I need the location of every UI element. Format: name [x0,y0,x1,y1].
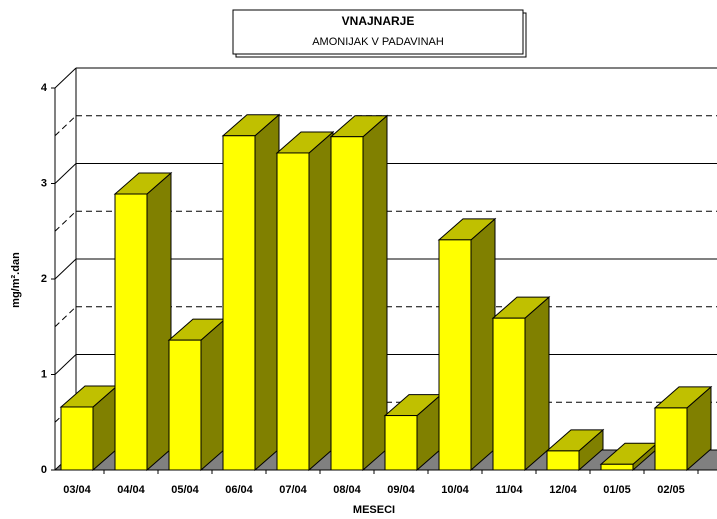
wall-tick [54,354,77,375]
bar-side [308,130,334,472]
title-box [232,9,524,55]
y-tick-label: 4 [41,82,48,94]
bar [222,135,256,471]
x-tick-label: 01/05 [603,484,631,496]
y-tick-label: 3 [41,177,47,189]
bar [60,406,94,471]
bar [600,463,634,471]
y-axis-label: mg/m².dan [10,252,22,308]
bar [384,415,418,471]
bar-side [362,114,388,472]
x-tick-label: 06/04 [225,484,253,496]
wall-tick [54,163,77,184]
chart-subtitle: AMONIJAK V PADAVINAH [312,36,444,48]
y-tick-label: 1 [41,368,47,380]
minor-wall-tick [54,210,77,232]
x-tick-label: 07/04 [279,484,307,496]
bar-side [524,296,550,472]
x-tick-label: 04/04 [117,484,145,496]
bar [276,152,310,471]
bar-side [146,171,172,472]
chart-title: VNAJNARJE [342,14,415,28]
x-tick-label: 02/05 [657,484,685,496]
minor-wall-tick [54,306,77,328]
bar [492,317,526,471]
bar-side [254,113,280,472]
x-tick-label: 08/04 [333,484,361,496]
bar [168,339,202,471]
x-tick-label: 03/04 [63,484,91,496]
wall-tick [54,67,77,89]
bar-side [200,318,226,472]
bar-side [470,217,496,472]
wall-tick [54,258,77,280]
bar [438,239,472,471]
minor-wall-tick [54,115,77,137]
y-tick-label: 2 [41,273,47,285]
x-tick-label: 12/04 [549,484,577,496]
bar [654,407,688,471]
x-tick-label: 09/04 [387,484,415,496]
bar [546,450,580,471]
bar [330,136,364,471]
bar [114,193,148,471]
x-tick-label: 11/04 [496,484,524,496]
x-tick-label: 10/04 [441,484,469,496]
x-axis-label: MESECI [353,504,395,516]
x-tick-label: 05/04 [171,484,199,496]
y-tick-label: 0 [41,464,47,476]
